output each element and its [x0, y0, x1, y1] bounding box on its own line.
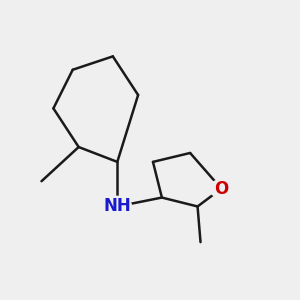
Text: NH: NH: [103, 197, 131, 215]
Ellipse shape: [103, 196, 132, 217]
Text: O: O: [214, 180, 229, 198]
Ellipse shape: [209, 180, 233, 198]
